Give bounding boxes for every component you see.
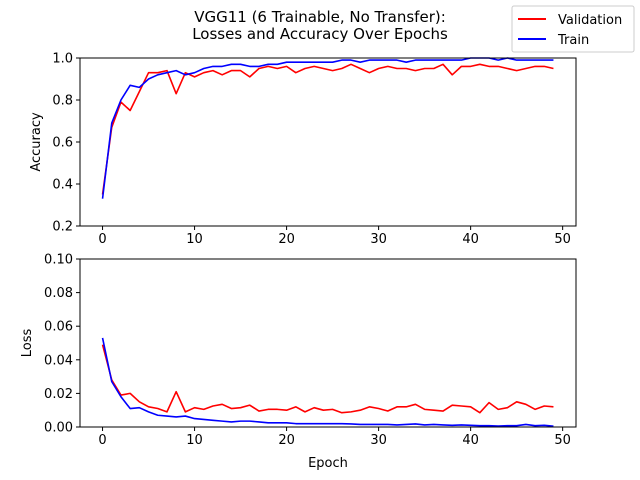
- loss-y-tick-label: 0.10: [44, 253, 73, 268]
- loss-validation-line: [101, 344, 554, 414]
- chart-title-line1: VGG11 (6 Trainable, No Transfer):: [194, 8, 446, 26]
- loss-train-line: [101, 337, 554, 427]
- accuracy-validation-line: [101, 63, 554, 195]
- chart-title-line2: Losses and Accuracy Over Epochs: [192, 25, 448, 43]
- loss-x-tick-label: 50: [554, 433, 571, 448]
- loss-y-tick-label: 0.04: [44, 353, 73, 368]
- loss-y-tick-label: 0.06: [44, 320, 73, 335]
- loss-plot-frame: [79, 258, 577, 428]
- accuracy-x-tick-label: 30: [370, 232, 387, 247]
- loss-axes: Loss Epoch 0 10 20 30 40 50 0.00 0.02 0.04 0.06 0.…: [20, 253, 577, 471]
- legend-train-label: Train: [557, 33, 589, 48]
- legend-validation-label: Validation: [558, 13, 622, 28]
- accuracy-x-tick-label: 40: [462, 232, 479, 247]
- accuracy-y-tick-label: 0.4: [52, 178, 73, 193]
- accuracy-x-tick-label: 50: [554, 232, 571, 247]
- loss-x-tick-label: 10: [186, 433, 203, 448]
- loss-x-tick-label: 0: [98, 433, 106, 448]
- loss-y-tick-label: 0.02: [44, 387, 73, 402]
- accuracy-plot-frame: [79, 57, 577, 227]
- accuracy-x-tick-label: 0: [98, 232, 106, 247]
- accuracy-x-tick-label: 10: [186, 232, 203, 247]
- accuracy-y-tick-label: 1.0: [52, 52, 73, 67]
- accuracy-x-tick-label: 20: [278, 232, 295, 247]
- accuracy-y-tick-label: 0.6: [52, 136, 73, 151]
- accuracy-y-tick-label: 0.2: [52, 220, 73, 235]
- legend: Validation Train: [511, 5, 635, 53]
- loss-x-tick-label: 20: [278, 433, 295, 448]
- loss-x-tick-label: 40: [462, 433, 479, 448]
- legend-frame: [511, 5, 635, 53]
- accuracy-y-tick-label: 0.8: [52, 94, 73, 109]
- accuracy-y-axis-label: Accuracy: [29, 112, 44, 172]
- loss-y-axis-label: Loss: [20, 329, 35, 358]
- loss-y-tick-label: 0.08: [44, 286, 73, 301]
- loss-x-tick-label: 30: [370, 433, 387, 448]
- accuracy-axes: Accuracy 0 10 20 30 40 50 0.2 0.4 0.6 0.8 1.0: [29, 52, 577, 247]
- loss-y-tick-label: 0.00: [44, 421, 73, 436]
- loss-x-axis-label: Epoch: [308, 456, 348, 471]
